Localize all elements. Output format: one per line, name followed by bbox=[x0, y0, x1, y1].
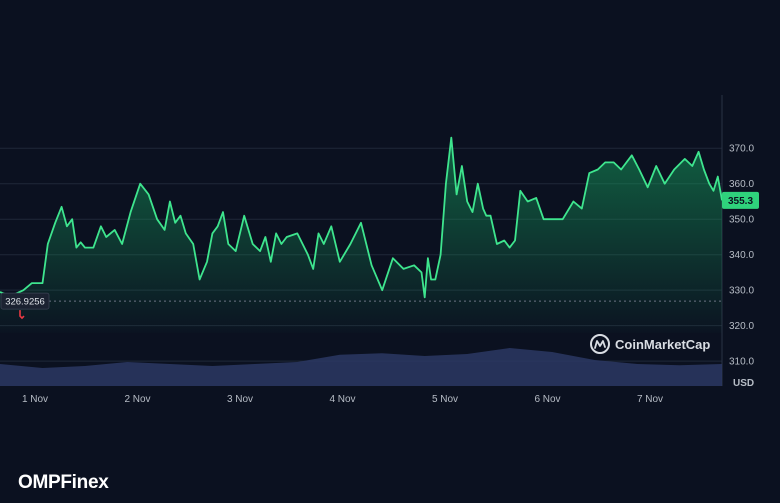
x-tick-label: 6 Nov bbox=[534, 394, 560, 405]
coinmarketcap-logo-icon bbox=[590, 334, 610, 354]
current-price-tag: 355.3 bbox=[722, 191, 759, 209]
y-tick-label: 310.0 bbox=[729, 357, 754, 368]
y-tick-label: 340.0 bbox=[729, 250, 754, 261]
x-tick-label: 5 Nov bbox=[432, 394, 458, 405]
y-axis: 310.0 320.0 330.0 340.0 350.0 360.0 370.0 bbox=[729, 144, 754, 368]
open-price-tag: 326.9256 bbox=[0, 292, 50, 320]
x-tick-label: 2 Nov bbox=[124, 394, 150, 405]
price-series-line bbox=[0, 136, 723, 299]
y-tick-label: 370.0 bbox=[729, 144, 754, 155]
volume-band bbox=[0, 348, 722, 386]
current-price-label: 355.3 bbox=[728, 196, 753, 207]
currency-label: USD bbox=[733, 378, 754, 389]
y-tick-label: 330.0 bbox=[729, 286, 754, 297]
price-area bbox=[0, 137, 722, 333]
x-tick-label: 3 Nov bbox=[227, 394, 253, 405]
x-tick-label: 1 Nov bbox=[22, 394, 48, 405]
y-tick-label: 360.0 bbox=[729, 179, 754, 190]
open-price-marker-icon bbox=[19, 310, 25, 320]
y-tick-label: 320.0 bbox=[729, 321, 754, 332]
x-axis: 1 Nov 2 Nov 3 Nov 4 Nov 5 Nov 6 Nov 7 Nov bbox=[22, 394, 663, 405]
y-tick-label: 350.0 bbox=[729, 215, 754, 226]
volume-area bbox=[0, 348, 722, 386]
x-tick-label: 7 Nov bbox=[637, 394, 663, 405]
price-area-fill bbox=[0, 137, 722, 333]
price-line bbox=[0, 136, 723, 299]
brand-logo: OMPFinex bbox=[18, 472, 109, 493]
watermark-text: CoinMarketCap bbox=[615, 337, 710, 352]
coinmarketcap-watermark: CoinMarketCap bbox=[590, 334, 710, 354]
open-price-label: 326.9256 bbox=[5, 297, 45, 308]
x-tick-label: 4 Nov bbox=[329, 394, 355, 405]
